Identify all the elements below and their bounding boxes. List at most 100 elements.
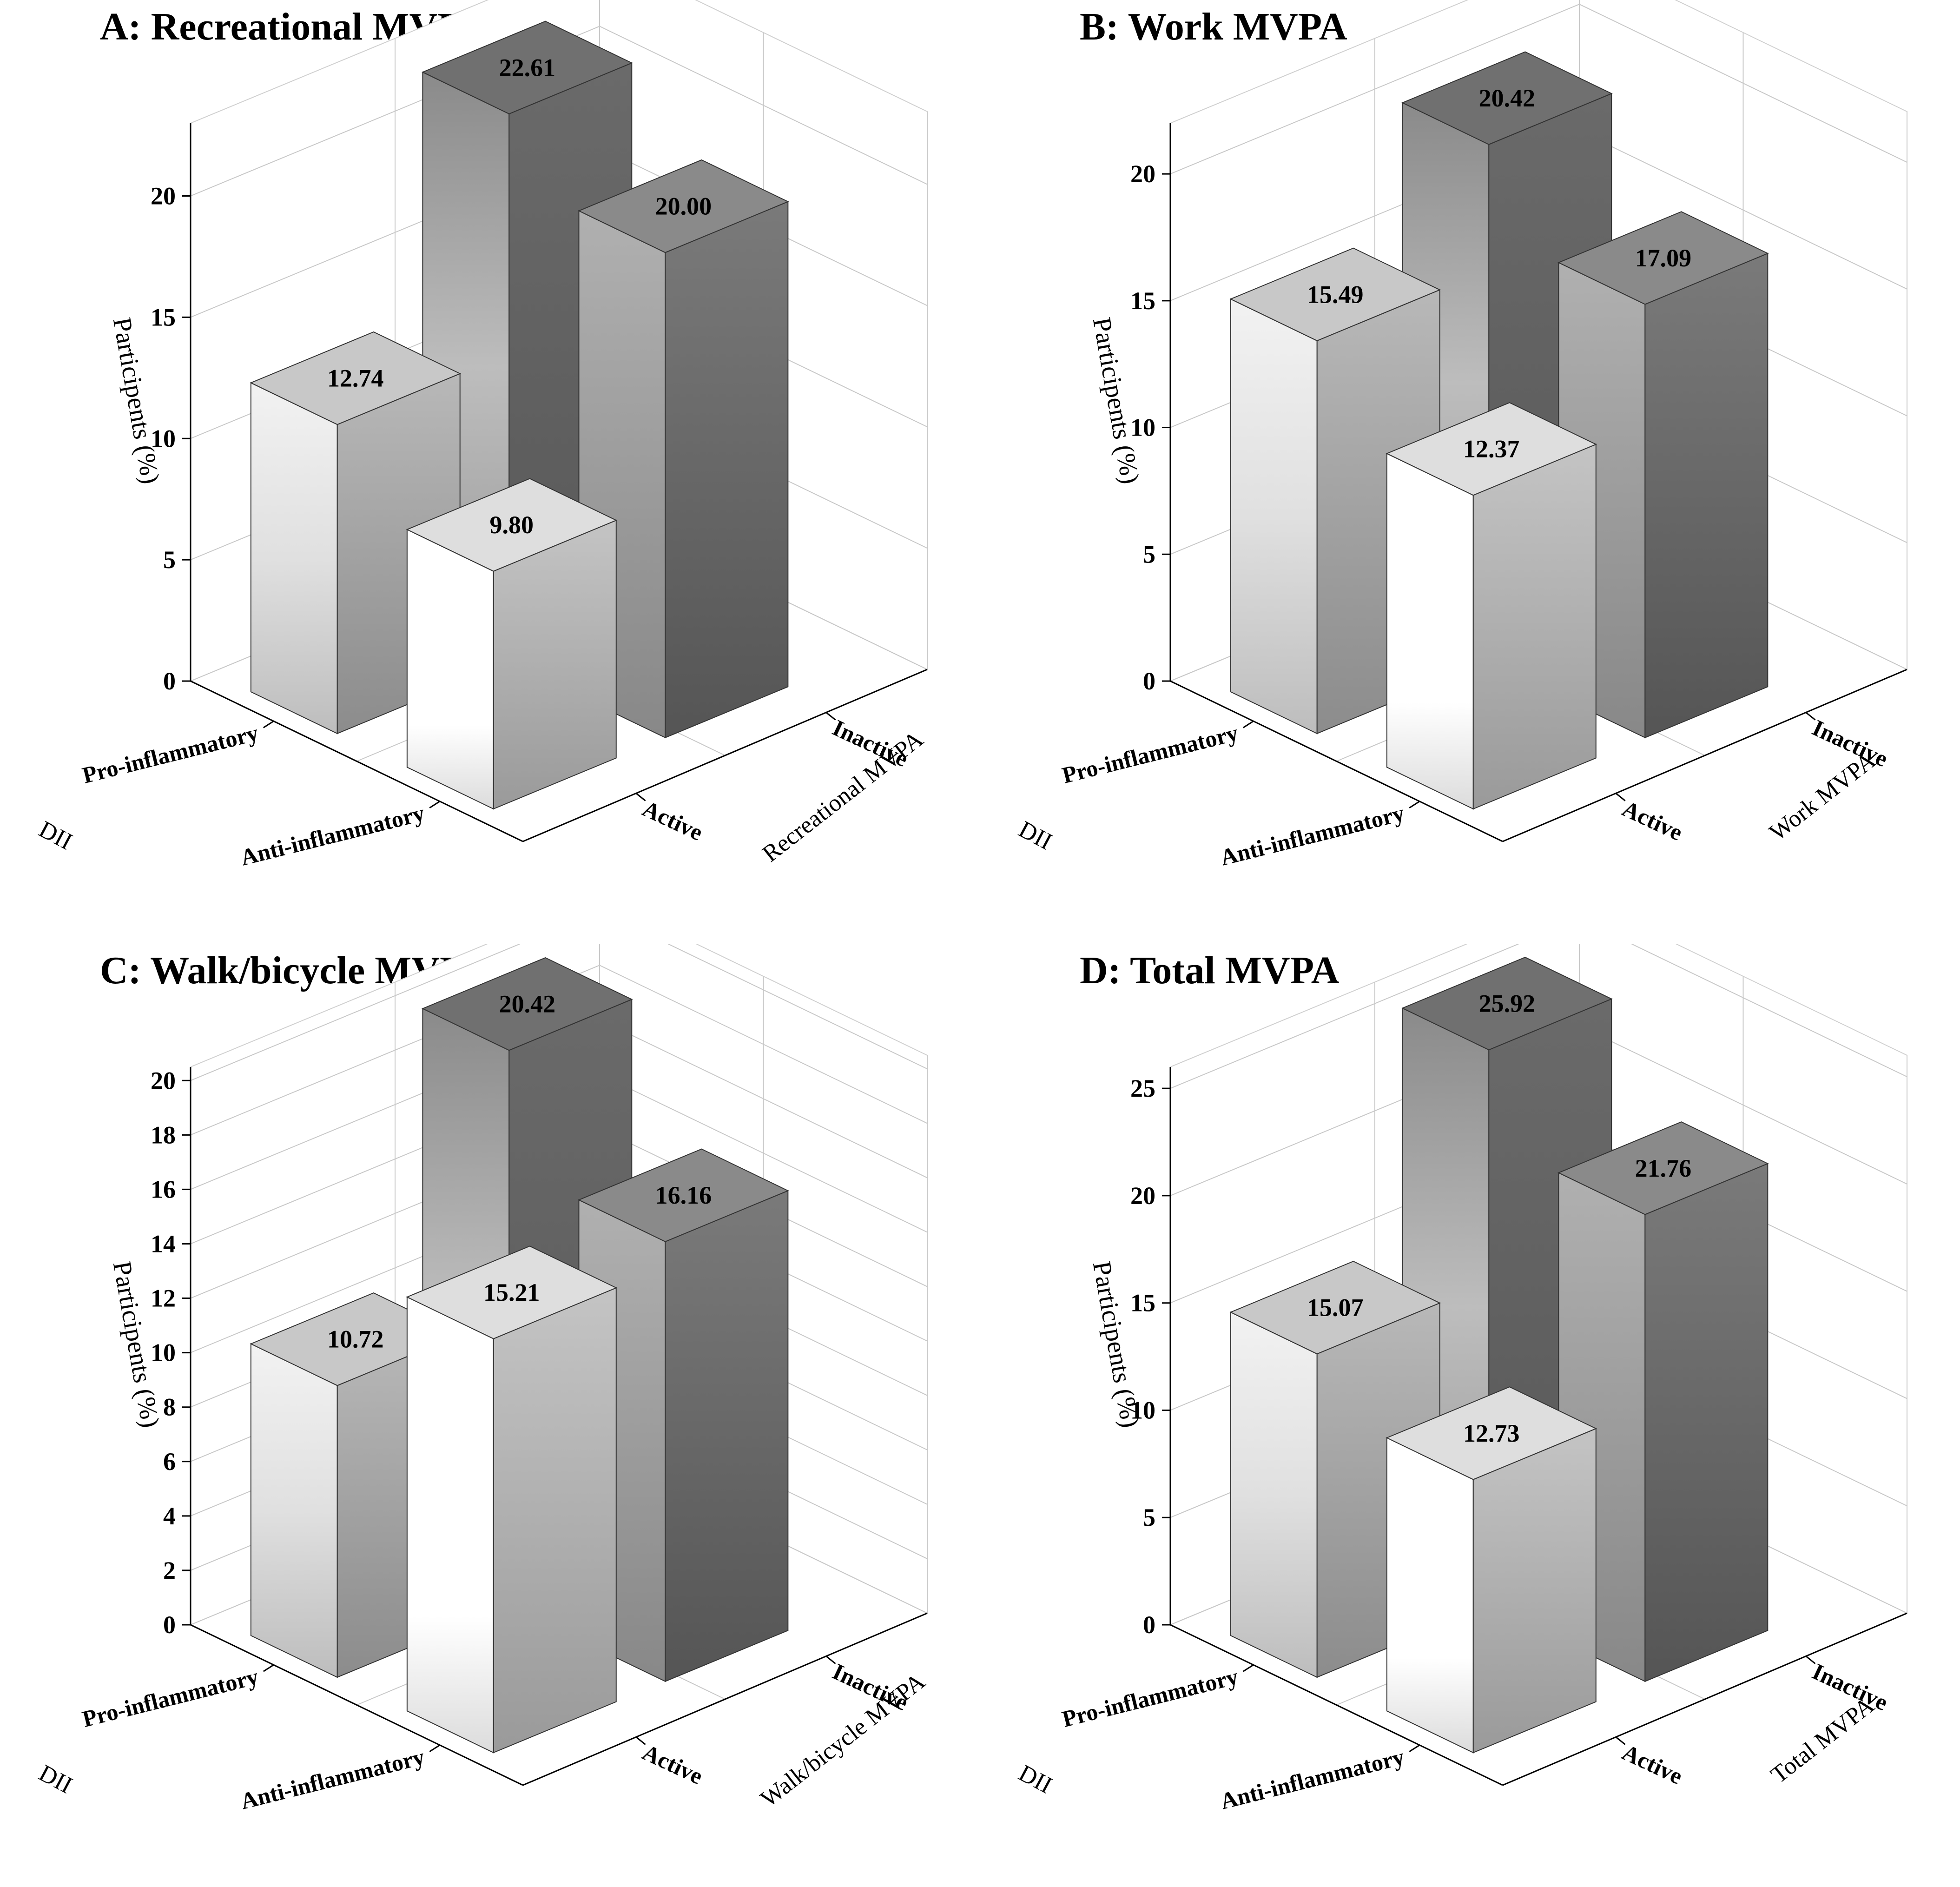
y-tick-label: 0 xyxy=(1143,667,1155,695)
dii-category-label: Anti-inflammatory xyxy=(1218,800,1407,870)
y-tick-label: 4 xyxy=(163,1502,176,1530)
data-label: 15.07 xyxy=(1307,1294,1364,1322)
dii-axis xyxy=(190,680,523,842)
y-tick-label: 20 xyxy=(151,1066,176,1094)
mvpa-axis-label: Total MVPA xyxy=(1766,1692,1880,1788)
data-label: 20.00 xyxy=(655,192,712,220)
y-tick-label: 15 xyxy=(151,303,176,331)
bar-side-face xyxy=(1472,1428,1597,1754)
bar-top-face xyxy=(421,957,633,1051)
bar-top-face xyxy=(406,1245,618,1339)
y-axis-label: Participents (%) xyxy=(107,315,165,486)
mvpa-axis-label: Walk/bicycle MVPA xyxy=(756,1668,930,1813)
y-tick-label: 10 xyxy=(151,1339,176,1367)
y-tick-label: 15 xyxy=(1130,287,1155,315)
mvpa-axis xyxy=(1502,669,1907,842)
bar-front-face xyxy=(1386,1437,1474,1754)
bar-top-face xyxy=(406,478,618,572)
dii-axis xyxy=(190,1624,523,1786)
chart-panel-work: B: Work MVPA 0 5 10 15 20 Participents (%) Pro-… xyxy=(980,0,1960,943)
chart-svg-total: D: Total MVPA 0 5 10 15 20 25 Participents (%) P… xyxy=(1014,944,1907,1814)
mvpa-tick xyxy=(1805,1655,1816,1664)
bar-anti-inflammatory-inactive: 17.09 xyxy=(1557,211,1769,739)
bar-side-face xyxy=(493,1287,617,1754)
y-axis-label: Participents (%) xyxy=(1087,315,1145,486)
bar-anti-inflammatory-active: 9.80 xyxy=(406,478,618,810)
y-tick-label: 5 xyxy=(1143,1503,1155,1531)
dii-axis-label: DII xyxy=(34,816,76,855)
chart-title: B: Work MVPA xyxy=(1080,5,1347,48)
bar-front-face xyxy=(1230,298,1318,735)
mvpa-axis xyxy=(522,669,928,842)
data-label: 9.80 xyxy=(490,511,534,539)
dii-category-label: Pro-inflammatory xyxy=(80,720,261,788)
chart-panel-walk-bicycle: C: Walk/bicycle MVPA 0 2 4 6 8 10 12 14 16 18 20 Par… xyxy=(0,944,980,1887)
mvpa-category-label: Active xyxy=(1618,1739,1687,1789)
mvpa-category-label: Active xyxy=(639,1739,707,1789)
dii-tick xyxy=(1242,720,1254,728)
y-tick-label: 10 xyxy=(1130,414,1155,442)
y-tick-label: 16 xyxy=(151,1175,176,1203)
y-tick-label: 10 xyxy=(151,424,176,452)
chart-title: D: Total MVPA xyxy=(1080,949,1340,992)
mvpa-axis-label: Recreational MVPA xyxy=(758,726,928,867)
data-label: 16.16 xyxy=(655,1181,712,1209)
data-label: 15.49 xyxy=(1307,280,1364,308)
y-tick-label: 12 xyxy=(151,1284,176,1312)
dii-category-label: Anti-inflammatory xyxy=(1218,1743,1407,1814)
y-tick-label: 0 xyxy=(163,1611,176,1639)
y-tick-label: 2 xyxy=(163,1556,176,1584)
bar-side-face xyxy=(1644,252,1769,739)
bar-top-face xyxy=(1229,247,1441,342)
dii-tick xyxy=(429,801,441,809)
mvpa-axis xyxy=(1502,1612,1907,1786)
data-label: 12.74 xyxy=(327,364,384,392)
dii-tick xyxy=(263,720,274,728)
bar-top-face xyxy=(250,331,462,425)
data-label: 17.09 xyxy=(1635,244,1692,272)
mvpa-tick xyxy=(635,1736,646,1745)
bar-top-face xyxy=(1557,211,1769,305)
y-tick-label: 25 xyxy=(1130,1074,1155,1102)
bar-front-face xyxy=(406,529,494,810)
dii-category-label: Pro-inflammatory xyxy=(1060,720,1241,788)
y-tick-label: 6 xyxy=(163,1448,176,1476)
y-tick-label: 8 xyxy=(163,1393,176,1421)
bar-top-face xyxy=(1401,51,1613,145)
dii-tick xyxy=(263,1664,274,1672)
bar-top-face xyxy=(1557,1121,1769,1215)
mvpa-tick xyxy=(825,1655,836,1664)
dii-tick xyxy=(1409,801,1420,809)
mvpa-tick xyxy=(1805,712,1816,721)
dii-tick xyxy=(1242,1664,1254,1672)
bar-anti-inflammatory-active: 12.37 xyxy=(1386,402,1597,810)
mvpa-tick xyxy=(635,793,646,801)
data-label: 15.21 xyxy=(483,1278,540,1306)
mvpa-category-label: Active xyxy=(639,795,707,846)
mvpa-tick xyxy=(825,712,836,721)
bar-top-face xyxy=(1386,402,1597,496)
data-label: 25.92 xyxy=(1479,990,1536,1018)
data-label: 21.76 xyxy=(1635,1154,1692,1182)
dii-axis xyxy=(1170,680,1503,842)
y-tick-label: 10 xyxy=(1130,1396,1155,1424)
bar-front-face xyxy=(250,382,338,735)
dii-category-label: Pro-inflammatory xyxy=(80,1663,261,1732)
dii-axis-label: DII xyxy=(1014,1760,1056,1799)
y-axis-label: Participents (%) xyxy=(1087,1259,1145,1430)
y-tick-label: 0 xyxy=(163,667,176,695)
dii-category-label: Anti-inflammatory xyxy=(238,1743,427,1814)
bar-top-face xyxy=(1229,1261,1441,1355)
bar-front-face xyxy=(1230,1311,1318,1678)
dii-category-label: Pro-inflammatory xyxy=(1060,1663,1241,1732)
bar-front-face xyxy=(250,1343,338,1678)
dii-axis xyxy=(1170,1624,1503,1786)
y-tick-label: 0 xyxy=(1143,1611,1155,1639)
bar-side-face xyxy=(1472,444,1597,810)
mvpa-tick xyxy=(1615,1736,1626,1745)
bar-front-face xyxy=(406,1296,494,1754)
y-tick-label: 14 xyxy=(151,1230,176,1258)
y-tick-label: 20 xyxy=(1130,1182,1155,1210)
bar-top-face xyxy=(1401,956,1613,1051)
